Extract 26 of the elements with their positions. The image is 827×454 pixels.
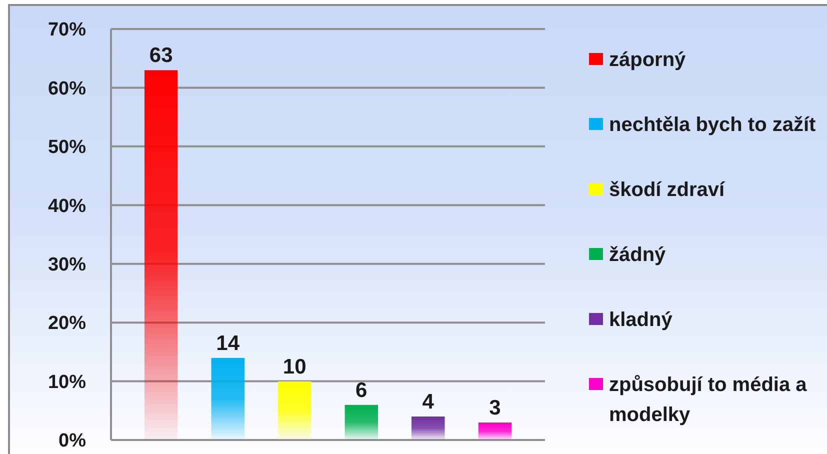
bar xyxy=(278,381,312,440)
y-tick-label: 30% xyxy=(48,254,86,276)
data-label: 10 xyxy=(282,355,306,378)
y-tick-label: 40% xyxy=(48,196,86,217)
legend-label: nechtěla bych to zažít xyxy=(609,114,816,136)
bar xyxy=(478,422,512,440)
bar xyxy=(144,70,178,440)
legend-label: škodí zdraví xyxy=(609,179,726,201)
legend-label: kladný xyxy=(609,309,674,331)
legend-label: způsobují to média a modelky xyxy=(609,374,808,426)
legend-label: žádný xyxy=(609,244,667,266)
y-tick-label: 20% xyxy=(48,313,86,334)
y-tick-label: 0% xyxy=(58,430,86,452)
data-label: 4 xyxy=(422,390,434,414)
y-tick-label: 10% xyxy=(48,372,86,393)
bar xyxy=(344,404,378,440)
bar xyxy=(211,358,245,440)
data-label: 3 xyxy=(489,396,501,420)
y-tick-label: 60% xyxy=(48,78,86,100)
y-tick-label: 70% xyxy=(48,20,86,41)
bar xyxy=(411,416,445,440)
legend-label: záporný xyxy=(609,49,687,71)
data-label: 6 xyxy=(356,378,368,402)
y-tick-label: 50% xyxy=(48,137,86,158)
data-label: 63 xyxy=(149,44,173,68)
data-label: 14 xyxy=(216,332,240,355)
